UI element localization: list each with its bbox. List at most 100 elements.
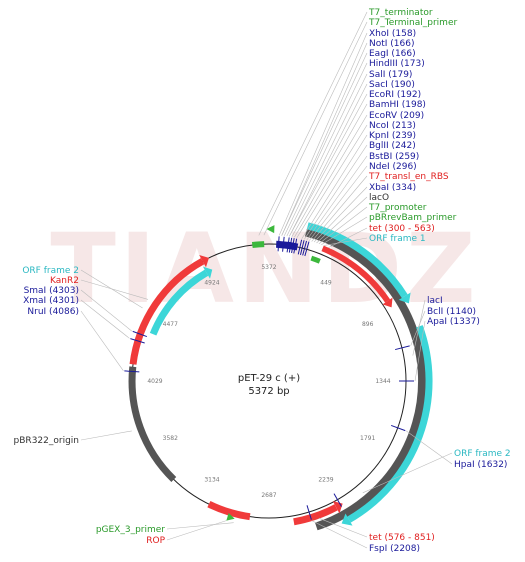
label-sali: SalI (179) bbox=[369, 70, 412, 80]
leader-tet-576 bbox=[318, 517, 368, 538]
leader-pbrrevbam-primer bbox=[321, 216, 368, 245]
label-bstbi: BstBI (259) bbox=[369, 152, 419, 162]
leader-ndei bbox=[308, 165, 368, 241]
tick-label: 449 bbox=[320, 279, 332, 286]
mcs-arc bbox=[275, 240, 299, 251]
label-orf-frame-2-right: ORF frame 2 bbox=[454, 449, 511, 459]
leader-t7-promoter bbox=[318, 206, 368, 245]
restriction-site-tick bbox=[390, 424, 406, 432]
tick-label: 4029 bbox=[147, 378, 162, 385]
kanr2-arc-arrowhead bbox=[199, 255, 209, 268]
leader-bglii bbox=[304, 144, 368, 240]
restriction-site-tick bbox=[297, 239, 303, 255]
label-ecori: EcoRI (192) bbox=[369, 90, 421, 100]
orf-frame-2-left-arc-arrowhead bbox=[203, 266, 213, 279]
label-smai: SmaI (4303) bbox=[24, 286, 79, 296]
label-laco: lacO bbox=[369, 193, 389, 203]
tick-labels: 5372 449 896 1344 1791 2239 2687 3134 3582 4029 44… bbox=[147, 264, 390, 499]
label-ncoi: NcoI (213) bbox=[369, 121, 416, 131]
leader-laco bbox=[316, 196, 368, 244]
leader-ecori bbox=[289, 93, 368, 237]
restriction-site-tick bbox=[302, 240, 308, 256]
plasmid-name: pET-29 c (+) bbox=[238, 373, 300, 384]
restriction-site-tick bbox=[124, 370, 140, 373]
tet-300-arc-arrowhead bbox=[382, 297, 393, 308]
leader-kanr2 bbox=[80, 279, 149, 300]
label-xmai: XmaI (4301) bbox=[23, 296, 79, 306]
restriction-site-tick bbox=[132, 330, 148, 338]
label-orf-frame-2-left: ORF frame 2 bbox=[22, 266, 79, 276]
label-bcli: BclI (1140) bbox=[427, 307, 476, 317]
label-ecorv: EcoRV (209) bbox=[369, 111, 424, 121]
leader-kpni bbox=[301, 134, 368, 239]
leader-t7-terminator bbox=[258, 11, 368, 236]
orf-frame-2-left-arc bbox=[149, 269, 209, 336]
pbr322-origin-arc bbox=[128, 366, 177, 483]
label-nrui: NruI (4086) bbox=[27, 307, 79, 317]
restriction-site-tick bbox=[304, 241, 310, 257]
label-tet-576: tet (576 - 851) bbox=[369, 533, 435, 543]
label-kpni: KpnI (239) bbox=[369, 131, 416, 141]
restriction-site-tick bbox=[291, 238, 295, 254]
label-eagi: EagI (166) bbox=[369, 49, 416, 59]
leader-noti bbox=[281, 42, 368, 236]
leader-hindiii bbox=[284, 62, 368, 236]
label-t7-promoter: T7_promoter bbox=[368, 203, 427, 213]
restriction-site-tick bbox=[130, 338, 145, 344]
orf-frame-2-right-arc bbox=[347, 325, 433, 523]
tick-label: 2687 bbox=[261, 492, 276, 499]
leader-eagi bbox=[281, 52, 368, 236]
leader-orf-frame-2-right bbox=[362, 452, 453, 494]
label-xbai: XbaI (334) bbox=[369, 183, 416, 193]
plasmid-length: 5372 bp bbox=[248, 386, 289, 397]
pgex-3-primer-marker bbox=[226, 512, 235, 521]
leader-xhoi bbox=[278, 32, 368, 236]
restriction-site-tick bbox=[277, 236, 280, 252]
leader-tet-300 bbox=[328, 227, 368, 248]
label-orf-frame-1: ORF frame 1 bbox=[369, 234, 426, 244]
restriction-site-tick bbox=[306, 505, 312, 520]
tick-label: 4477 bbox=[163, 321, 178, 328]
label-t7-terminal-primer: T7_Terminal_primer bbox=[368, 18, 457, 28]
leader-apai bbox=[414, 320, 426, 382]
restriction-site-tick bbox=[286, 237, 290, 253]
restriction-site-tick bbox=[282, 236, 285, 252]
label-pbrrevbam-primer: pBRrevBam_primer bbox=[369, 213, 457, 223]
tick-label: 4924 bbox=[204, 279, 219, 286]
orf-frame-2-right-arc-arrowhead bbox=[341, 513, 353, 526]
label-fspi: FspI (2208) bbox=[369, 544, 420, 554]
label-pbr322-origin: pBR322_origin bbox=[14, 436, 79, 446]
label-hindiii: HindIII (173) bbox=[369, 59, 425, 69]
lacI-arc bbox=[305, 228, 427, 531]
label-pgex-3-primer: pGEX_3_primer bbox=[96, 525, 165, 535]
label-tet-300: tet (300 - 563) bbox=[369, 224, 435, 234]
t7-terminator-arc bbox=[251, 241, 265, 248]
tick-label: 5372 bbox=[261, 264, 276, 271]
leader-t7-terminal-primer bbox=[263, 21, 368, 236]
tick-label: 1791 bbox=[360, 435, 375, 442]
tick-label: 3582 bbox=[163, 435, 178, 442]
label-xhoi: XhoI (158) bbox=[369, 29, 416, 39]
tick-label: 1344 bbox=[375, 378, 390, 385]
tet-576-arc bbox=[293, 504, 338, 526]
leader-bamhi bbox=[291, 103, 368, 237]
label-bglii: BglII (242) bbox=[369, 141, 416, 151]
leader-laci bbox=[412, 299, 426, 356]
restriction-site-tick bbox=[288, 237, 293, 253]
orf-frame-1-arc bbox=[306, 222, 408, 299]
t7-promoter-arc bbox=[310, 255, 321, 264]
leader-hpai bbox=[406, 430, 453, 465]
leader-pgex-3-primer bbox=[166, 522, 234, 530]
label-noti: NotI (166) bbox=[369, 39, 414, 49]
feature-layer bbox=[124, 222, 433, 531]
leader-pbr322-origin bbox=[80, 430, 132, 441]
leader-xmai bbox=[80, 299, 130, 339]
leader-sali bbox=[286, 73, 368, 237]
t7-terminal-primer-marker bbox=[266, 225, 275, 234]
label-t7-transl-en-rbs: T7_transl_en_RBS bbox=[368, 172, 449, 182]
orf-frame-1-arc-arrowhead bbox=[398, 292, 411, 304]
rop-arc bbox=[207, 500, 251, 521]
tick-label: 2239 bbox=[318, 477, 333, 484]
leader-saci bbox=[289, 83, 368, 237]
leader-bcli bbox=[410, 310, 426, 346]
